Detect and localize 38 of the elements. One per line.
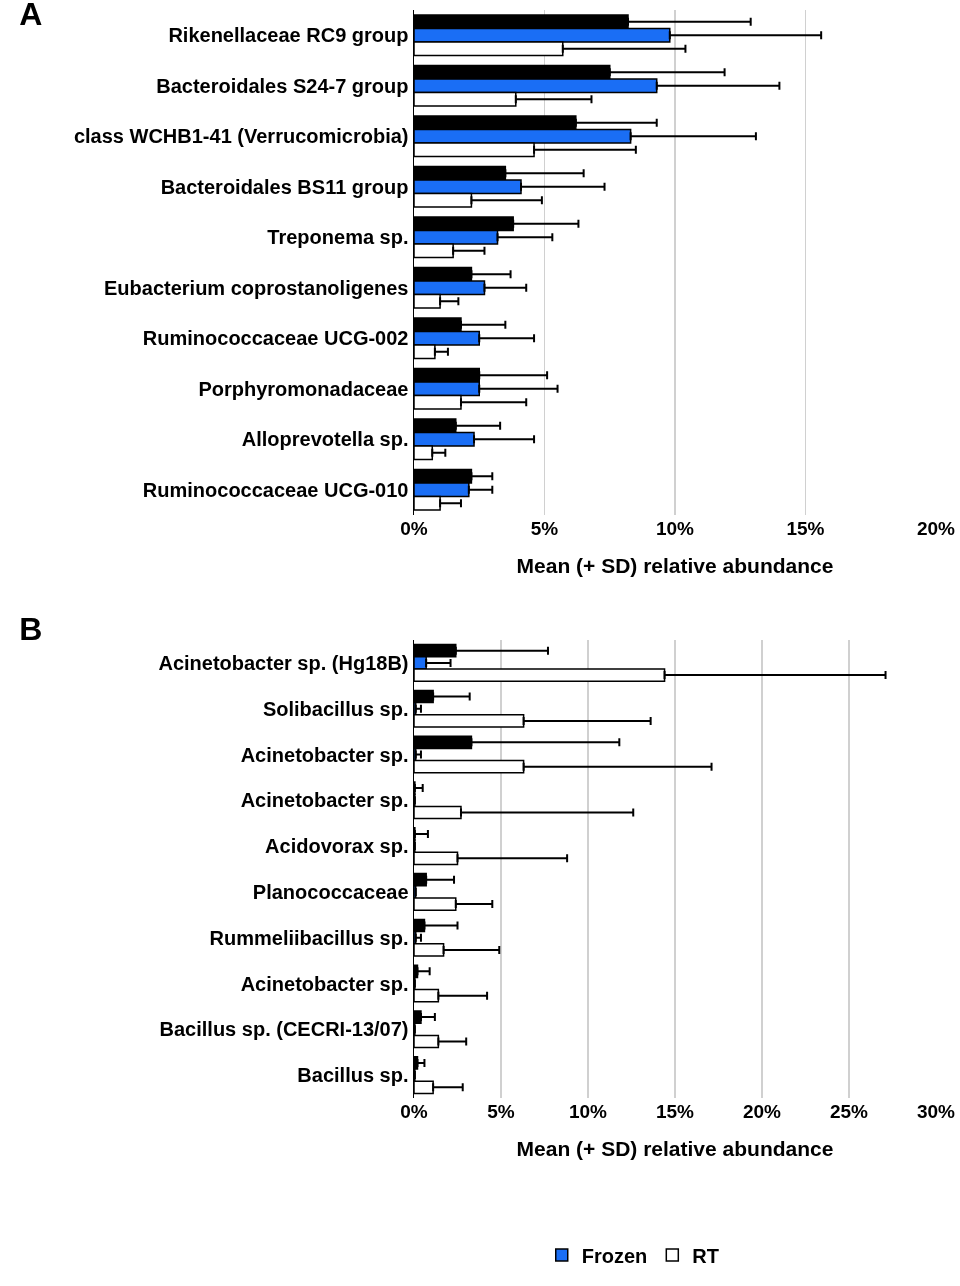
x-tick-label: 25% <box>829 1101 869 1122</box>
y-tick-label: Ruminococcaceae UCG-010 <box>142 478 409 501</box>
y-tick-label: Bacteroidales BS11 group <box>160 175 409 198</box>
y-tick-label: Rikenellaceae RC9 group <box>168 24 409 47</box>
y-tick-label: Acidovorax sp. <box>265 835 409 858</box>
x-axis-title: Mean (+ SD) relative abundance <box>516 554 834 578</box>
y-tick-label: Rummeliibacillus sp. <box>209 926 409 949</box>
y-tick-label: Treponema sp. <box>267 226 409 249</box>
x-tick-label: 0% <box>400 1101 428 1122</box>
x-tick-label: 5% <box>530 518 559 539</box>
legend-label: RT <box>692 1244 719 1267</box>
y-tick-label: Bacillus sp. <box>297 1064 409 1087</box>
y-tick-label: Alloprevotella sp. <box>241 428 409 451</box>
y-tick-label: Acinetobacter sp. (Hg18B) <box>158 651 409 674</box>
y-tick-label: Planococcaceae <box>252 880 409 903</box>
y-tick-label: Eubacterium coprostanoligenes <box>103 276 409 299</box>
y-tick-label: Acinetobacter sp. <box>240 789 409 812</box>
y-tick-label: Ruminococcaceae UCG-002 <box>142 327 409 350</box>
y-tick-label: Acinetobacter sp. <box>240 972 409 995</box>
y-tick-label: Bacillus sp. (CECRI-13/07) <box>159 1018 409 1041</box>
x-tick-label: 20% <box>742 1101 782 1122</box>
x-tick-label: 20% <box>916 518 956 539</box>
x-axis-title: Mean (+ SD) relative abundance <box>516 1137 834 1161</box>
x-tick-label: 10% <box>655 518 695 539</box>
y-tick-label: Bacteroidales S24-7 group <box>156 74 409 97</box>
legend-label: Frozen <box>581 1244 648 1267</box>
x-tick-label: 15% <box>786 518 825 539</box>
x-tick-label: 5% <box>487 1101 515 1122</box>
y-tick-label: Acinetobacter sp. <box>240 743 409 766</box>
x-tick-label: 30% <box>916 1101 956 1122</box>
x-tick-label: 0% <box>400 518 428 539</box>
y-tick-label: Porphyromonadaceae <box>198 377 409 400</box>
x-tick-label: 10% <box>568 1101 608 1122</box>
y-tick-label: Solibacillus sp. <box>262 697 409 720</box>
text: B <box>19 610 43 647</box>
text: A <box>19 0 43 33</box>
x-tick-label: 15% <box>655 1101 695 1122</box>
y-tick-label: class WCHB1-41 (Verrucomicrobia) <box>73 125 409 148</box>
